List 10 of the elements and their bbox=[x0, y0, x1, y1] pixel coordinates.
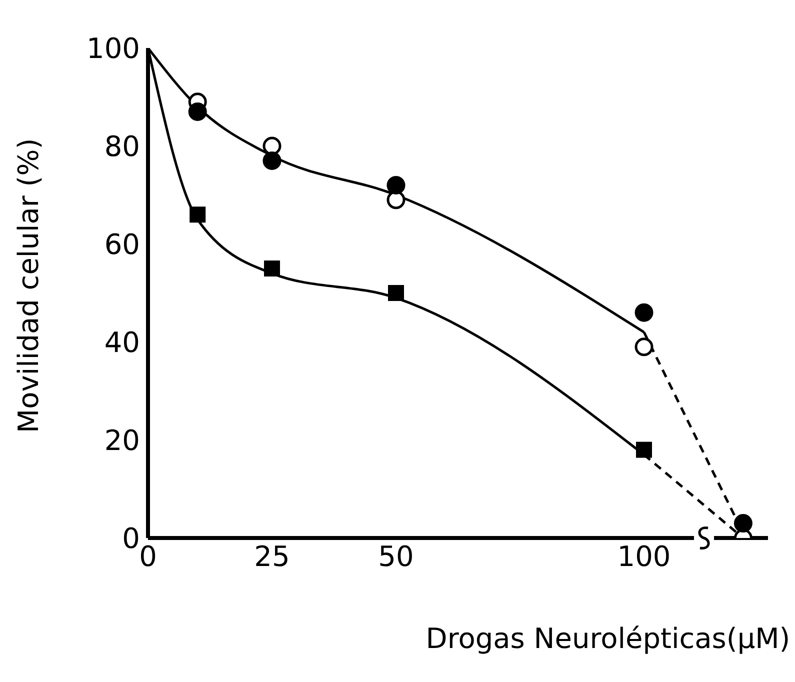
y-tick-label: 20 bbox=[104, 424, 140, 457]
x-tick-label: 25 bbox=[254, 540, 290, 573]
x-tick-label: 100 bbox=[617, 540, 671, 573]
y-axis-title: Movilidad celular (%) bbox=[12, 138, 45, 433]
y-tick-label: 100 bbox=[86, 32, 140, 65]
y-tick-label: 80 bbox=[104, 130, 140, 163]
y-tick-label: 60 bbox=[104, 228, 140, 261]
y-tick-label: 40 bbox=[104, 326, 140, 359]
x-axis-title: Drogas Neurolépticas(μM) bbox=[426, 622, 790, 655]
x-tick-label: 50 bbox=[378, 540, 414, 573]
